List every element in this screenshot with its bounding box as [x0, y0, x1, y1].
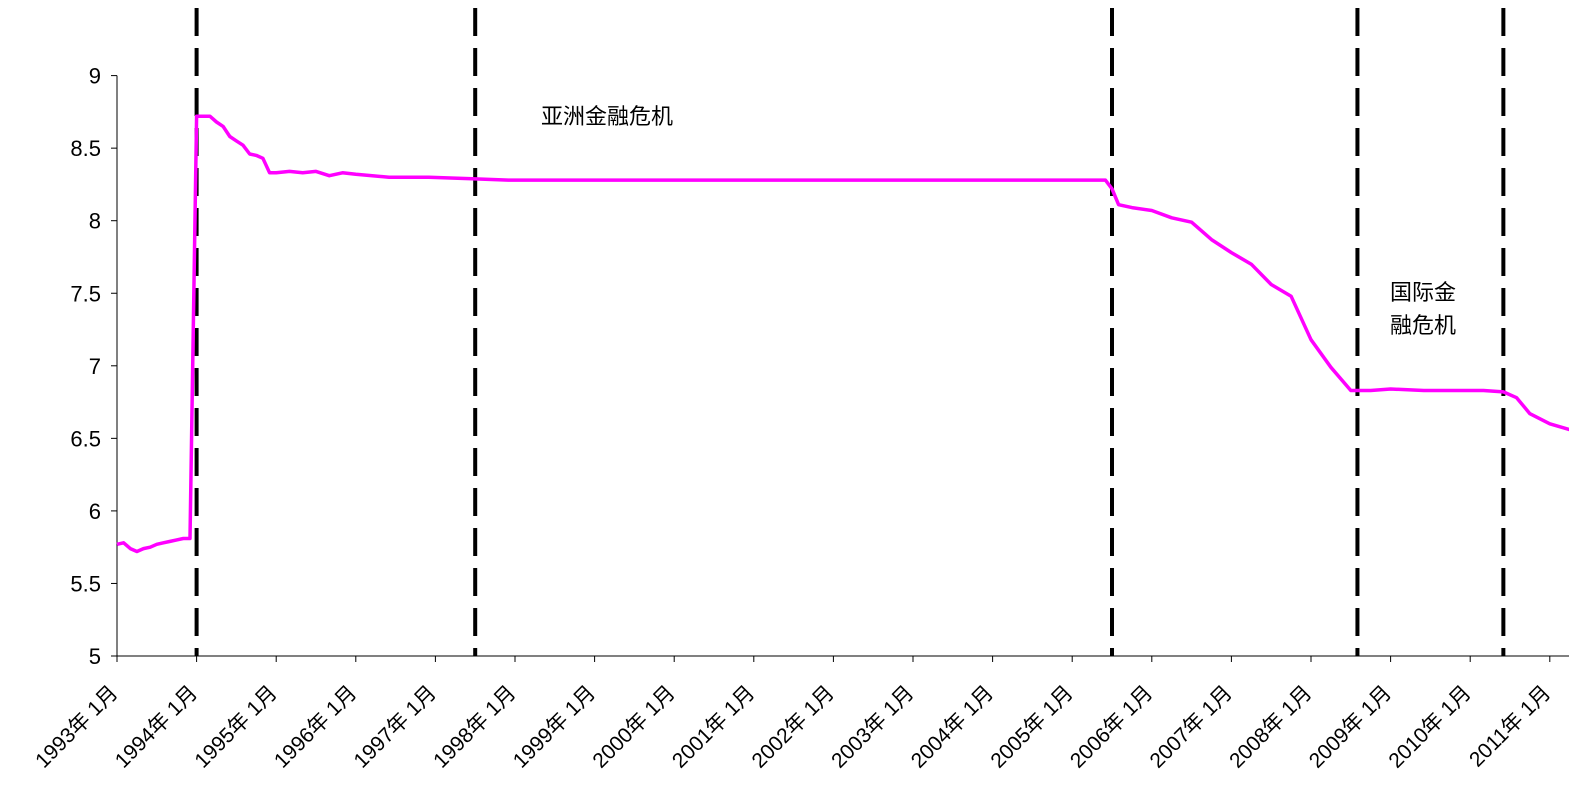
- x-tick-label: 2004年 1月: [907, 681, 998, 772]
- y-tick-label: 8: [89, 209, 101, 234]
- axes: [116, 75, 1569, 657]
- y-tick-label: 6: [89, 499, 101, 524]
- x-tick-label: 2002年 1月: [748, 681, 839, 772]
- x-tick-label: 2003年 1月: [827, 681, 918, 772]
- y-tick-label: 6.5: [70, 426, 101, 451]
- x-tick-label: 2008年 1月: [1225, 681, 1316, 772]
- annotation-asian-crisis: 亚洲金融危机: [541, 105, 673, 130]
- y-tick-label: 8.5: [70, 136, 101, 161]
- x-tick-label: 2011年 1月: [1465, 681, 1555, 771]
- y-tick-label: 5.5: [70, 571, 101, 596]
- x-tick-label: 1997年 1月: [350, 681, 441, 772]
- y-tick-label: 7.5: [70, 281, 101, 306]
- x-tick-label: 2000年 1月: [588, 681, 679, 772]
- x-tick-label: 1999年 1月: [509, 681, 600, 772]
- x-tick-label: 2009年 1月: [1305, 681, 1396, 772]
- x-tick-label: 1996年 1月: [270, 681, 361, 772]
- y-tick-label: 9: [89, 64, 101, 89]
- series-group: [116, 114, 1569, 554]
- x-tick-label: 2010年 1月: [1384, 681, 1475, 772]
- x-tick-label: 1998年 1月: [429, 681, 520, 772]
- y-axis-ticks: 5 5.5 6 6.5 7 7.5 8 8.5 9: [70, 64, 117, 669]
- x-tick-label: 2001年 1月: [668, 681, 759, 772]
- x-tick-label: 2007年 1月: [1146, 681, 1237, 772]
- annotation-global-crisis-line1: 国际金: [1390, 281, 1456, 306]
- y-tick-label: 7: [89, 354, 101, 379]
- annotations: 亚洲金融危机 国际金 融危机: [541, 105, 1456, 339]
- x-tick-label: 1995年 1月: [190, 681, 281, 772]
- x-tick-label: 2006年 1月: [1066, 681, 1157, 772]
- x-tick-label: 2005年 1月: [986, 681, 1077, 772]
- series-line: [116, 114, 1569, 554]
- y-tick-label: 5: [89, 644, 101, 669]
- x-tick-label: 1994年 1月: [111, 681, 202, 772]
- annotation-global-crisis-line2: 融危机: [1390, 314, 1456, 339]
- x-tick-label: 1993年 1月: [31, 681, 122, 772]
